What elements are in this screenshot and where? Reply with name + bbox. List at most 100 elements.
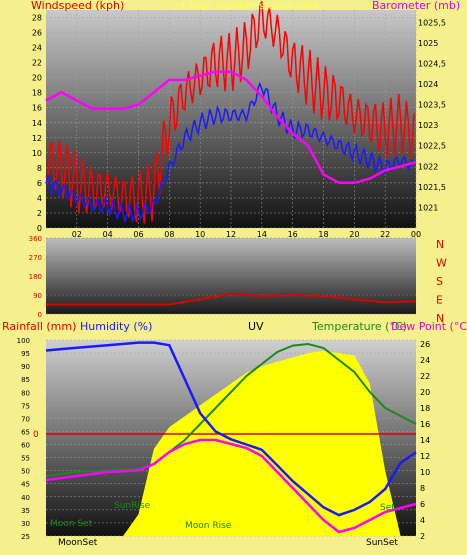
baro-tick-label: 1022 [418, 162, 438, 171]
time-tick-label: 18 [318, 230, 328, 239]
humidity-tick-label: 80 [21, 389, 30, 397]
wind-tick-label: 22 [32, 59, 42, 68]
direction-tick-label: 0 [38, 311, 42, 319]
time-tick-label: 16 [288, 230, 298, 239]
baro-tick-label: 1021,5 [418, 183, 446, 192]
time-tick-label: 04 [103, 230, 113, 239]
humidity-tick-label: 40 [21, 494, 30, 502]
wind-tick-label: 20 [32, 74, 42, 83]
humidity-tick-label: 90 [21, 363, 30, 371]
time-tick-label: 02 [72, 230, 82, 239]
wind-tick-label: 14 [32, 119, 42, 128]
wind-baro-axes: 024681012141618202224262810211021,510221… [32, 14, 446, 239]
time-tick-label: 12 [226, 230, 236, 239]
baro-tick-label: 1023 [418, 121, 438, 130]
temperature-title: Temperature (°C) [311, 320, 407, 333]
uv-title: UV [248, 320, 264, 333]
wind-tick-label: 4 [37, 194, 42, 203]
time-tick-label: 00 [411, 230, 421, 239]
humidity-tick-label: 70 [21, 415, 30, 423]
temp-tick-label: 22 [420, 372, 430, 381]
wind-tick-label: 10 [32, 149, 42, 158]
compass-label: W [436, 257, 447, 270]
baro-tick-label: 1022,5 [418, 142, 446, 151]
humidity-tick-label: 35 [21, 507, 30, 515]
time-tick-label: 06 [133, 230, 143, 239]
wind-tick-label: 28 [32, 14, 42, 23]
temp-tick-label: 14 [420, 436, 430, 445]
humidity-tick-label: 45 [21, 481, 30, 489]
baro-tick-label: 1025 [418, 39, 438, 48]
temp-tick-label: 6 [420, 500, 425, 509]
barometer-title: Barometer (mb) [372, 0, 460, 12]
wind-tick-label: 24 [32, 44, 42, 53]
wind-tick-label: 8 [37, 164, 42, 173]
dewpoint-title: Dew Point (°C) [391, 320, 467, 333]
wind-tick-label: 0 [37, 224, 42, 233]
humidity-tick-label: 75 [21, 402, 30, 410]
compass-label: N [436, 312, 444, 325]
compass-label: E [436, 294, 443, 307]
baro-tick-label: 1021 [418, 203, 438, 212]
direction-tick-label: 270 [29, 254, 42, 262]
set-annotation: Set [380, 503, 395, 513]
temp-tick-label: 8 [420, 484, 425, 493]
compass-label: N [436, 238, 444, 251]
moonset-bottom-label: MoonSet [58, 538, 98, 548]
temp-tick-label: 16 [420, 420, 430, 429]
humidity-tick-label: 30 [21, 520, 30, 528]
baro-tick-label: 1024,5 [418, 59, 446, 68]
wind-direction-series [46, 292, 417, 306]
direction-tick-label: 180 [29, 273, 42, 281]
temp-tick-label: 20 [420, 388, 430, 397]
wind-tick-label: 16 [32, 104, 42, 113]
humidity-tick-label: 60 [21, 442, 30, 450]
windspeed-series [45, 81, 415, 223]
time-tick-label: 20 [349, 230, 359, 239]
baro-tick-label: 1024 [418, 80, 438, 89]
humidity-series [45, 341, 417, 517]
temp-humidity-series [45, 341, 417, 536]
temp-tick-label: 18 [420, 404, 430, 413]
sunset-bottom-label: SunSet [366, 538, 398, 548]
dewpoint-series [45, 438, 417, 534]
humidity-tick-label: 95 [21, 350, 30, 358]
temp-tick-label: 12 [420, 452, 430, 461]
temp-tick-label: 10 [420, 468, 430, 477]
time-tick-label: 22 [380, 230, 390, 239]
wind-tick-label: 18 [32, 89, 42, 98]
rainfall-title: Rainfall (mm) [2, 320, 76, 333]
direction-tick-label: 90 [33, 292, 42, 300]
moon-rise-annotation: Moon Rise [185, 521, 232, 531]
humidity-tick-label: 100 [17, 337, 30, 345]
wind-tick-label: 12 [32, 134, 42, 143]
wind-direction-grid [46, 237, 416, 315]
humidity-tick-label: 50 [21, 468, 30, 476]
baro-tick-label: 1023,5 [418, 101, 446, 110]
humidity-tick-label: 65 [21, 428, 30, 436]
windspeed-title: Windspeed (kph) [31, 0, 124, 12]
wind-tick-label: 26 [32, 29, 42, 38]
humidity-tick-label: 25 [21, 533, 30, 541]
baro-tick-label: 1025,5 [418, 18, 446, 27]
humidity-title: Humidity (%) [80, 320, 152, 333]
gust-series [45, 1, 415, 224]
time-tick-label: 10 [195, 230, 205, 239]
humidity-tick-label: 55 [21, 455, 30, 463]
temp-tick-label: 2 [420, 532, 425, 541]
time-tick-label: 14 [257, 230, 267, 239]
direction-tick-label: 360 [29, 235, 42, 243]
wind-direction-series [46, 292, 417, 306]
time-tick-label: 08 [164, 230, 174, 239]
compass-label: S [436, 275, 443, 288]
barometer-series [45, 70, 417, 185]
rain-zero-label: 0 [33, 430, 39, 440]
moon-set-annotation: Moon Set [50, 519, 93, 529]
temp-tick-label: 4 [420, 516, 425, 525]
chart-title: 24 hour weather station data [173, 1, 319, 12]
sunrise-annotation: SunRise [114, 501, 151, 511]
wind-baro-series [45, 1, 417, 224]
temp-tick-label: 26 [420, 340, 430, 349]
